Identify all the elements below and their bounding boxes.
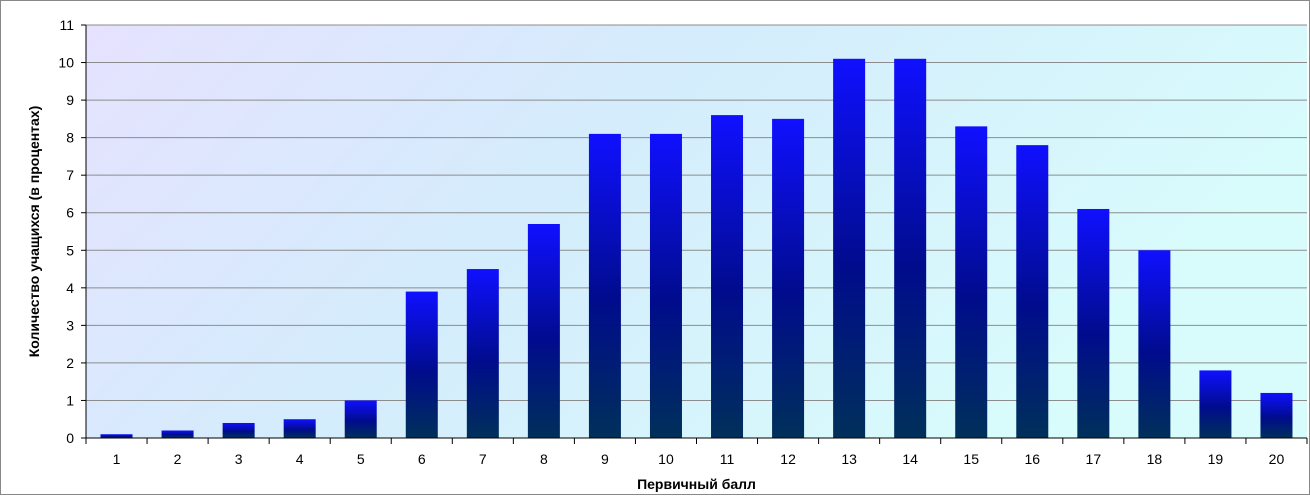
bar-series	[100, 58, 1293, 439]
y-tick-labels: 0 1 2 3 4 5 6 7 8 9 10 11	[58, 17, 74, 446]
bar-6	[405, 291, 438, 438]
y-axis-title: Количество учащихся (в процентах)	[26, 106, 42, 358]
bar-13	[833, 58, 866, 439]
x-axis-title: Первичный балл	[637, 476, 756, 492]
x-tick-labels: 1 2 3 4 5 6 7 8 9 10 11 12 13 14 15 16 17 18 19 20	[113, 451, 1285, 467]
y-tick-label: 4	[66, 280, 74, 296]
bar-16	[1016, 145, 1049, 439]
x-tick-label: 5	[357, 451, 365, 467]
bar-7	[466, 269, 499, 438]
x-tick-label: 14	[902, 451, 918, 467]
x-tick-label: 9	[601, 451, 609, 467]
x-tick-label: 18	[1147, 451, 1163, 467]
bar-20	[1260, 392, 1293, 438]
x-tick-label: 19	[1208, 451, 1224, 467]
bar-3	[222, 422, 255, 438]
plot-area	[86, 25, 1307, 438]
bar-19	[1199, 370, 1232, 438]
x-tick-label: 20	[1269, 451, 1285, 467]
y-tick-label: 8	[66, 130, 74, 146]
bar-17	[1077, 208, 1110, 438]
bar-8	[527, 223, 560, 438]
bar-12	[772, 118, 805, 438]
bar-9	[588, 133, 621, 438]
y-tick-label: 0	[66, 430, 74, 446]
bar-15	[955, 126, 988, 438]
x-tick-label: 11	[720, 451, 735, 467]
y-tick-label: 10	[58, 55, 74, 71]
bar-1	[100, 434, 133, 438]
x-tick-label: 15	[963, 451, 979, 467]
bar-14	[894, 58, 927, 439]
axes	[81, 24, 1308, 444]
x-tick-label: 6	[418, 451, 426, 467]
bar-2	[161, 430, 194, 438]
x-tick-label: 17	[1086, 451, 1102, 467]
x-tick-label: 3	[235, 451, 243, 467]
x-tick-label: 2	[174, 451, 182, 467]
x-tick-label: 8	[540, 451, 548, 467]
x-tick-label: 10	[658, 451, 674, 467]
y-tick-label: 3	[66, 317, 74, 333]
bar-5	[344, 400, 377, 438]
x-tick-label: 13	[841, 451, 857, 467]
y-tick-label: 5	[66, 242, 74, 258]
gridlines	[86, 24, 1307, 401]
y-tick-label: 6	[66, 205, 74, 221]
x-tick-label: 12	[780, 451, 796, 467]
y-tick-label: 9	[66, 92, 74, 108]
bar-4	[283, 419, 316, 438]
bar-18	[1138, 250, 1171, 438]
bar-11	[711, 115, 744, 438]
y-tick-label: 1	[66, 392, 74, 408]
x-tick-label: 4	[296, 451, 304, 467]
y-tick-label: 11	[59, 17, 74, 33]
y-tick-label: 7	[66, 167, 74, 183]
y-tick-label: 2	[66, 355, 74, 371]
x-tick-label: 1	[113, 451, 121, 467]
x-tick-label: 16	[1024, 451, 1040, 467]
x-tick-label: 7	[479, 451, 487, 467]
bar-10	[649, 133, 682, 438]
